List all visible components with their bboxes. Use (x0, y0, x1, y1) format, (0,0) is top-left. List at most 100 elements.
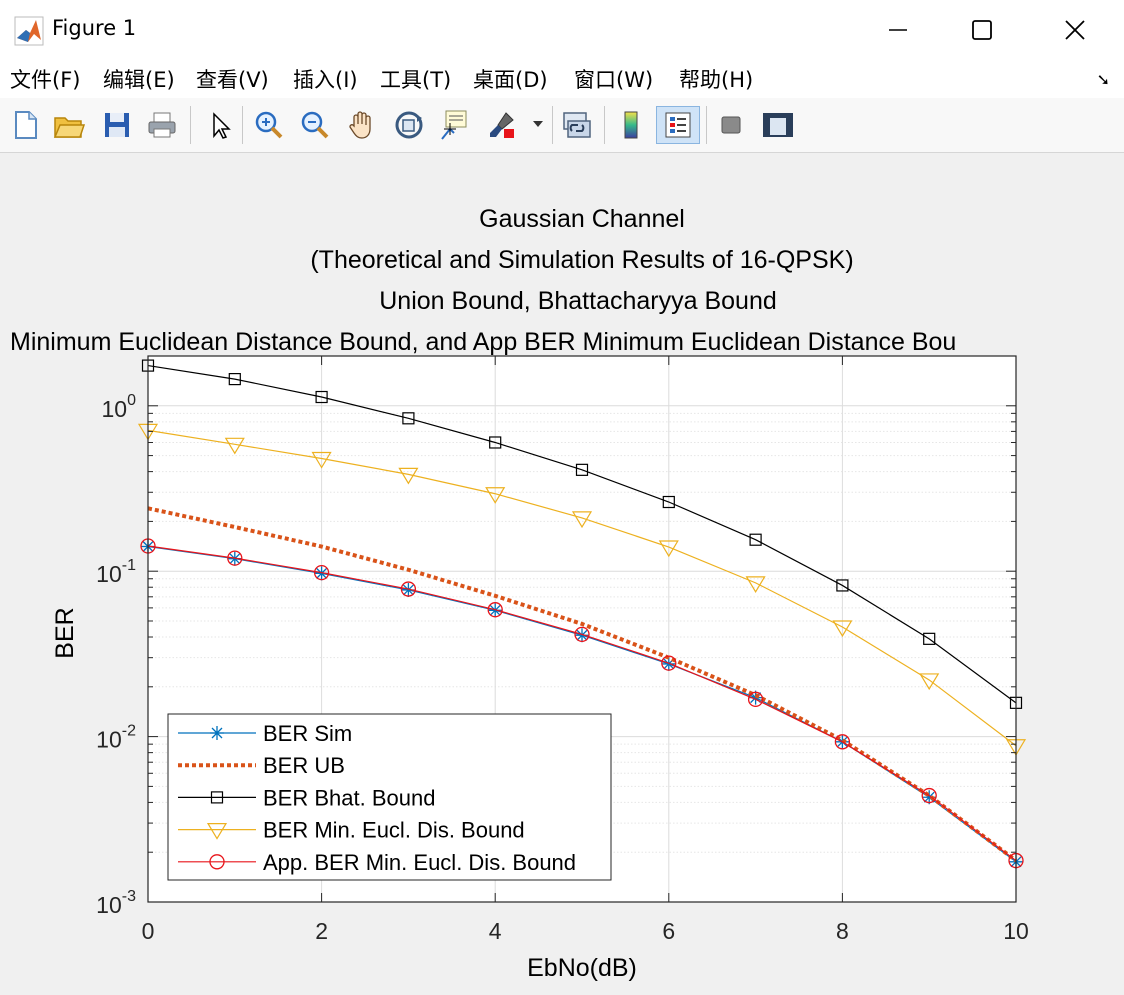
series-0-point (314, 566, 329, 581)
toolbar-separator (242, 106, 243, 144)
minimize-button[interactable] (868, 8, 928, 52)
menu-edit[interactable]: 编辑(E) (103, 68, 175, 92)
x-tick-label: 8 (836, 918, 849, 944)
y-tick-label: 10-1 (96, 557, 136, 587)
dock-arrow-icon[interactable]: ➘ (1096, 70, 1110, 89)
series-4-point (661, 655, 677, 671)
series-3-point (832, 620, 853, 638)
x-tick-label: 6 (662, 918, 675, 944)
toolbar-separator (552, 106, 553, 144)
zoom-in-icon (255, 111, 283, 139)
y-tick-label: 10-2 (96, 723, 136, 753)
series-4-point (747, 691, 764, 707)
menu-window[interactable]: 窗口(W) (574, 68, 654, 92)
x-axis-label: EbNo(dB) (527, 954, 637, 982)
toolbar (0, 98, 1124, 153)
insert-legend-button[interactable] (656, 106, 700, 144)
zoom-out-button[interactable] (298, 106, 332, 144)
series-2-point (315, 390, 328, 404)
series-0-point (575, 628, 589, 643)
x-tick-label: 0 (142, 918, 155, 944)
menu-file[interactable]: 文件(F) (10, 68, 81, 92)
brush-button[interactable] (485, 106, 519, 144)
zoom-in-button[interactable] (252, 106, 286, 144)
print-button[interactable] (145, 106, 179, 144)
series-2-point (228, 373, 241, 386)
save-button[interactable] (100, 106, 134, 144)
rotate-3d-button[interactable] (392, 106, 426, 144)
show-plot-tools-button[interactable] (758, 106, 798, 144)
series-4-point (313, 564, 330, 581)
toolbar-separator (706, 106, 707, 144)
series-4-point (921, 787, 937, 804)
legend-label: App. BER Min. Eucl. Dis. Bound (263, 850, 576, 875)
zoom-out-icon (301, 111, 329, 139)
legend-marker (206, 823, 228, 840)
pan-hand-icon (349, 111, 371, 139)
y-tick-label: 100 (102, 392, 137, 422)
chart-title-line-1: Gaussian Channel (479, 205, 685, 233)
y-tick-label: 10-3 (96, 888, 136, 918)
toolbar-separator (604, 106, 605, 144)
figure-area: Gaussian Channel (Theoretical and Simula… (0, 153, 1124, 995)
series-line-3 (147, 429, 1017, 747)
brush-icon (490, 112, 514, 138)
series-0-point (922, 790, 937, 805)
link-plot-icon (563, 112, 591, 138)
y-axis-label: BER (51, 607, 79, 658)
series-3-point (571, 511, 593, 529)
rotate-3d-icon (395, 111, 423, 139)
dropdown-arrow-icon (533, 121, 543, 127)
series-2-point (575, 463, 589, 476)
legend-marker (209, 854, 225, 870)
series-line-4 (147, 545, 1017, 862)
new-figure-button[interactable] (8, 106, 42, 144)
x-tick-label: 4 (489, 918, 502, 944)
maximize-button[interactable] (952, 8, 1012, 52)
menu-view[interactable]: 查看(V) (196, 68, 269, 92)
hide-plot-tools-icon (721, 116, 741, 134)
chart-title-line-4: Minimum Euclidean Distance Bound, and Ap… (10, 328, 956, 356)
legend-marker (210, 791, 224, 804)
x-tick-label: 10 (1003, 918, 1029, 944)
select-pointer-button[interactable] (202, 106, 236, 144)
maximize-icon (972, 20, 992, 40)
data-cursor-button[interactable] (437, 106, 471, 144)
series-3-point (658, 540, 679, 558)
show-plot-tools-icon (763, 113, 793, 137)
toolbar-separator (190, 106, 191, 144)
link-plot-button[interactable] (560, 106, 594, 144)
series-2-point (923, 632, 936, 645)
open-file-button[interactable] (52, 106, 86, 144)
hide-plot-tools-button[interactable] (714, 106, 748, 144)
close-button[interactable] (1045, 8, 1105, 52)
legend-marker (210, 726, 224, 740)
close-icon (1065, 20, 1085, 40)
series-4-point (574, 626, 590, 643)
series-2-point (662, 495, 675, 509)
menu-tools[interactable]: 工具(T) (380, 68, 452, 92)
series-4-point (834, 734, 851, 750)
menu-insert[interactable]: 插入(I) (293, 68, 358, 92)
insert-colorbar-button[interactable] (614, 106, 648, 144)
series-4-point (227, 550, 243, 566)
pointer-icon (213, 112, 231, 139)
series-0-point (748, 690, 763, 705)
legend-label: BER UB (263, 753, 345, 778)
ber-chart[interactable]: Gaussian Channel (Theoretical and Simula… (0, 153, 1124, 995)
menu-help[interactable]: 帮助(H) (679, 68, 754, 92)
pan-button[interactable] (345, 106, 379, 144)
matlab-icon (14, 16, 44, 46)
series-3-point (398, 467, 419, 485)
series-3-point (745, 576, 766, 594)
legend-label: BER Min. Eucl. Dis. Bound (263, 818, 525, 843)
menu-bar (0, 62, 1124, 98)
save-icon (105, 113, 129, 137)
series-2-point (489, 436, 502, 449)
series-2-point (749, 533, 762, 546)
brush-dropdown[interactable] (530, 106, 546, 144)
series-line-1 (147, 506, 1018, 863)
menu-desktop[interactable]: 桌面(D) (473, 68, 548, 92)
series-4-point (487, 602, 503, 618)
series-line-2 (147, 364, 1017, 704)
